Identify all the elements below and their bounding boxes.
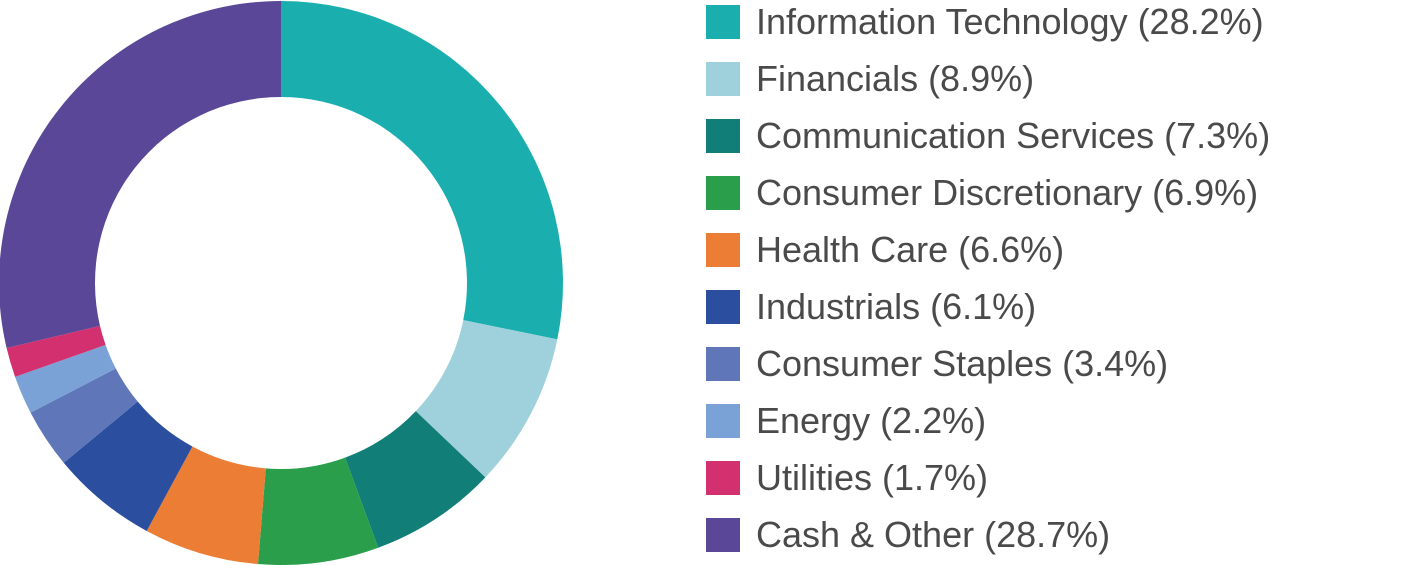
legend-swatch [706, 119, 740, 153]
legend-item: Cash & Other (28.7%) [706, 515, 1110, 555]
legend-swatch [706, 176, 740, 210]
legend-item: Industrials (6.1%) [706, 287, 1036, 327]
legend-label: Information Technology (28.2%) [756, 1, 1264, 42]
legend-label: Consumer Discretionary (6.9%) [756, 172, 1259, 213]
donut-slice-2 [345, 411, 486, 548]
legend-item: Health Care (6.6%) [706, 230, 1064, 270]
legend-label: Industrials (6.1%) [756, 286, 1037, 327]
legend-label: Cash & Other (28.7%) [756, 514, 1111, 555]
legend-label: Utilities (1.7%) [756, 457, 989, 498]
donut-slice-5 [63, 401, 193, 531]
legend-swatch [706, 233, 740, 267]
legend-swatch [706, 404, 740, 438]
legend-item: Utilities (1.7%) [706, 458, 988, 498]
donut-slice-8 [6, 325, 106, 377]
legend-swatch [706, 5, 740, 39]
legend-label: Consumer Staples (3.4%) [756, 343, 1169, 384]
legend-swatch [706, 62, 740, 96]
legend-item: Information Technology (28.2%) [706, 2, 1264, 42]
legend-label: Financials (8.9%) [756, 58, 1035, 99]
donut-slice-6 [30, 368, 138, 463]
legend-swatch [706, 461, 740, 495]
donut-slice-9 [0, 1, 281, 348]
legend-item: Energy (2.2%) [706, 401, 986, 441]
legend-swatch [706, 347, 740, 381]
legend-item: Financials (8.9%) [706, 59, 1034, 99]
legend-item: Consumer Discretionary (6.9%) [706, 173, 1258, 213]
legend-swatch [706, 290, 740, 324]
donut-slice-4 [146, 446, 266, 565]
chart-legend: Information Technology (28.2%) Financials… [706, 0, 1416, 565]
donut-slice-7 [15, 344, 116, 413]
donut-slice-0 [281, 1, 563, 340]
legend-label: Health Care (6.6%) [756, 229, 1065, 270]
legend-label: Energy (2.2%) [756, 400, 987, 441]
legend-swatch [706, 518, 740, 552]
legend-item: Communication Services (7.3%) [706, 116, 1270, 156]
legend-label: Communication Services (7.3%) [756, 115, 1271, 156]
donut-chart [0, 1, 563, 565]
donut-slice-3 [257, 457, 379, 565]
legend-item: Consumer Staples (3.4%) [706, 344, 1168, 384]
donut-slice-1 [415, 320, 558, 478]
